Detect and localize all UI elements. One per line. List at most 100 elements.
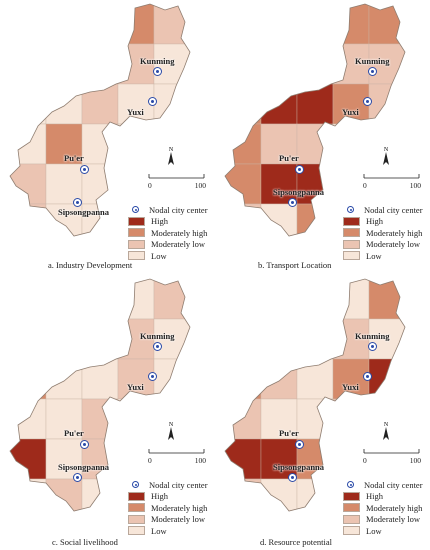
- legend-label-moderately-high: Moderately high: [366, 502, 423, 513]
- region-cell: [117, 4, 155, 45]
- north-arrow-icon: N: [165, 145, 177, 169]
- nodal-city-icon: [347, 206, 354, 214]
- region-cell: [10, 163, 47, 205]
- panel-caption: c. Social livelihood: [52, 537, 118, 547]
- legend-swatch-moderately-high: [343, 503, 360, 513]
- city-marker-yuxi: [148, 372, 157, 381]
- region-cell: [10, 43, 47, 85]
- region-cell: [117, 279, 155, 320]
- legend-nodal-label: Nodal city center: [364, 479, 423, 490]
- scale-zero: 0: [148, 181, 152, 190]
- legend: Nodal city center High Moderately high M…: [128, 204, 208, 262]
- city-marker-yuxi: [363, 97, 372, 106]
- city-marker-yuxi: [148, 97, 157, 106]
- panel-caption: a. Industry Development: [48, 260, 133, 270]
- region-cell: [81, 4, 119, 45]
- region-cell: [225, 43, 262, 85]
- region-cell: [332, 279, 370, 320]
- region-cell: [10, 398, 47, 440]
- region-cell: [296, 4, 334, 45]
- legend-label-moderately-low: Moderately low: [366, 514, 421, 525]
- city-label-yuxi: Yuxi: [127, 107, 144, 117]
- city-label-yuxi: Yuxi: [342, 107, 359, 117]
- region-cell: [45, 163, 83, 205]
- scale-bar: 0 100: [148, 172, 206, 190]
- north-label: N: [384, 147, 389, 153]
- legend-swatch-moderately-high: [128, 503, 145, 513]
- region-cell: [260, 358, 298, 400]
- legend-nodal-label: Nodal city center: [149, 479, 208, 490]
- region-cell: [225, 358, 262, 400]
- scale-max: 100: [194, 456, 206, 465]
- region-cell: [260, 438, 298, 480]
- city-marker-kunming: [368, 67, 377, 76]
- north-arrow-icon: N: [380, 420, 392, 444]
- panel-caption: b. Transport Location: [258, 260, 332, 270]
- map-panel-transport-location: Kunming Yuxi Pu'er Sipsongpanna N 0 100 N…: [215, 0, 430, 275]
- nodal-city-icon: [132, 481, 139, 489]
- region-cell: [260, 123, 298, 165]
- region-cell: [260, 318, 298, 360]
- region-cell: [260, 478, 298, 511]
- legend: Nodal city center High Moderately high M…: [343, 204, 423, 262]
- city-marker-sipsongpanna: [73, 473, 82, 482]
- map-panel-industry-development: Kunming Yuxi Pu'er Sipsongpanna N 0 100 N…: [0, 0, 215, 275]
- city-label-kunming: Kunming: [140, 56, 175, 66]
- region-cell: [225, 398, 262, 440]
- city-marker-sipsongpanna: [288, 198, 297, 207]
- region-border: [9, 278, 191, 512]
- region-cell: [296, 478, 334, 511]
- legend-swatch-low: [128, 251, 145, 261]
- region-cell: [225, 83, 262, 125]
- panel-caption: d. Resource potential: [260, 537, 332, 547]
- legend-swatch-high: [128, 216, 145, 226]
- region-cell: [225, 4, 262, 45]
- map-panel-resource-potential: Kunming Yuxi Pu'er Sipsongpanna N 0 100 N…: [215, 275, 430, 550]
- legend-swatch-moderately-low: [128, 514, 145, 524]
- region-cell: [296, 43, 334, 85]
- north-arrow-icon: N: [380, 145, 392, 169]
- legend-label-high: High: [151, 491, 168, 502]
- city-label-puer: Pu'er: [64, 153, 84, 163]
- map-panel-social-livelihood: Kunming Yuxi Pu'er Sipsongpanna N 0 100 N…: [0, 275, 215, 550]
- region-cell: [45, 4, 83, 45]
- city-label-kunming: Kunming: [140, 331, 175, 341]
- city-label-kunming: Kunming: [355, 56, 390, 66]
- legend-swatch-low: [343, 251, 360, 261]
- legend-label-moderately-high: Moderately high: [151, 227, 208, 238]
- map-shape: [9, 3, 191, 237]
- scale-max: 100: [409, 181, 421, 190]
- legend-swatch-moderately-high: [343, 228, 360, 238]
- scale-zero: 0: [148, 456, 152, 465]
- legend-swatch-high: [128, 491, 145, 501]
- region-cell: [260, 203, 298, 236]
- city-label-sipsongpanna: Sipsongpanna: [273, 187, 325, 197]
- legend-nodal-label: Nodal city center: [364, 204, 423, 215]
- region-cell: [81, 478, 119, 511]
- scale-bar: 0 100: [363, 447, 421, 465]
- legend-swatch-high: [343, 491, 360, 501]
- region-cell: [225, 478, 262, 511]
- region-cell: [10, 203, 47, 236]
- scale-max: 100: [194, 181, 206, 190]
- city-marker-puer: [295, 165, 304, 174]
- legend-swatch-moderately-low: [128, 239, 145, 249]
- city-label-yuxi: Yuxi: [127, 382, 144, 392]
- city-label-kunming: Kunming: [355, 331, 390, 341]
- legend-label-low: Low: [151, 250, 167, 261]
- region-cell: [332, 123, 370, 165]
- legend-label-low: Low: [366, 250, 382, 261]
- region-cell: [117, 123, 155, 165]
- region-cell: [260, 398, 298, 440]
- region-cell: [225, 203, 262, 236]
- region-cell: [81, 398, 119, 440]
- region-cell: [225, 163, 262, 205]
- region-cell: [81, 43, 119, 85]
- region-cell: [10, 318, 47, 360]
- region-cell: [296, 279, 334, 320]
- region-cell: [296, 123, 334, 165]
- legend-label-moderately-low: Moderately low: [151, 239, 206, 250]
- region-cell: [225, 318, 262, 360]
- scale-max: 100: [409, 456, 421, 465]
- nodal-city-icon: [347, 481, 354, 489]
